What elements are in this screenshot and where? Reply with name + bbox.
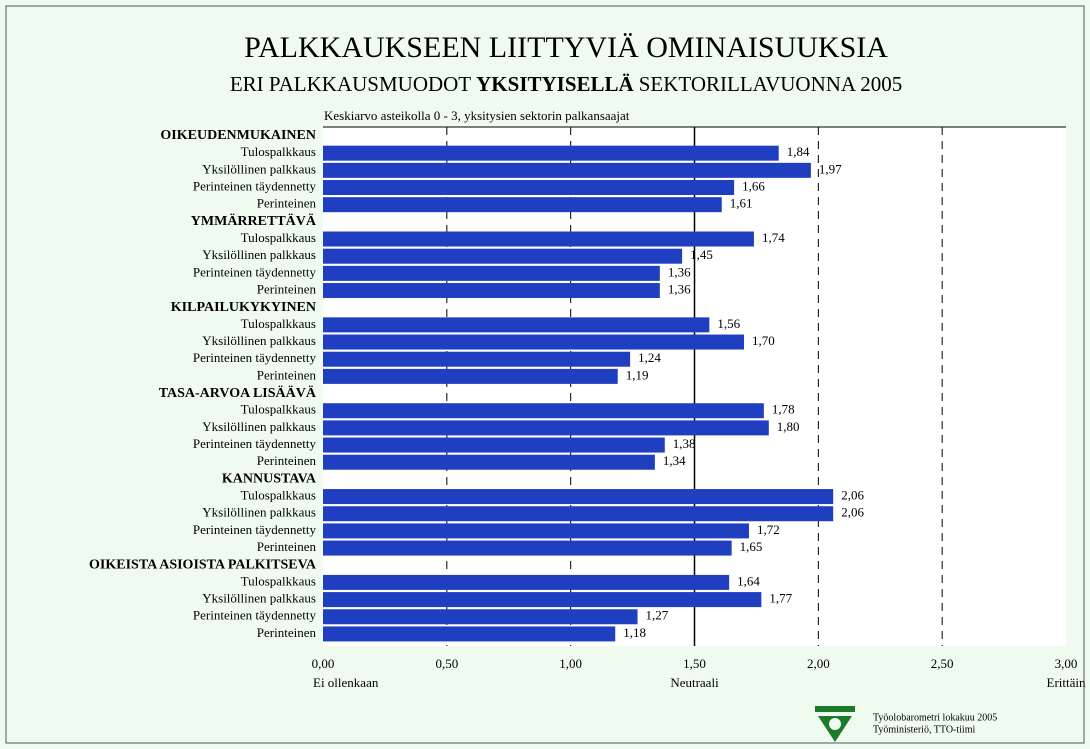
data-label: 1,72	[757, 522, 780, 537]
data-label: 1,97	[819, 161, 842, 176]
bar	[323, 334, 745, 350]
y-tick-label: Tulospalkkaus	[241, 488, 316, 503]
bar	[323, 523, 749, 539]
y-tick-label: Tulospalkkaus	[241, 573, 316, 588]
y-tick-label: Tulospalkkaus	[241, 144, 316, 159]
y-tick-label: Perinteinen täydennetty	[193, 608, 317, 623]
subtitle-part: YKSITYISELLÄ	[476, 72, 634, 96]
bar	[323, 506, 834, 522]
data-label: 1,18	[623, 625, 646, 640]
bar	[323, 540, 732, 556]
bar	[323, 248, 683, 264]
data-label: 1,24	[638, 350, 661, 365]
data-label: 2,06	[841, 505, 864, 520]
y-tick-label: Tulospalkkaus	[241, 316, 316, 331]
y-tick-label: Yksilöllinen palkkaus	[202, 419, 316, 434]
x-tick-label: 0,50	[435, 656, 458, 671]
bar	[323, 592, 762, 608]
group-label: OIKEISTA ASIOISTA PALKITSEVA	[89, 557, 317, 572]
y-tick-label: Perinteinen	[257, 453, 317, 468]
bar	[323, 317, 710, 333]
x-tick-label: 2,50	[931, 656, 954, 671]
source: Työministeriö, TTO-tiimi	[873, 724, 975, 735]
group-label: TASA-ARVOA LISÄÄVÄ	[159, 385, 317, 401]
x-tick-label: 1,00	[559, 656, 582, 671]
y-tick-label: Yksilöllinen palkkaus	[202, 333, 316, 348]
bar	[323, 231, 754, 247]
frame	[5, 5, 1085, 744]
bar	[323, 351, 631, 367]
bar	[323, 403, 764, 419]
bar	[323, 368, 618, 384]
group-label: KANNUSTAVA	[222, 472, 317, 487]
data-label: 1,36	[668, 282, 691, 297]
data-label: 1,36	[668, 264, 691, 279]
x-tick-label: 3,00	[1055, 656, 1078, 671]
x-tick-label: 0,00	[312, 656, 335, 671]
data-label: 1,77	[769, 591, 792, 606]
y-tick-label: Perinteinen	[257, 282, 317, 297]
data-label: 1,64	[737, 573, 760, 588]
y-tick-label: Perinteinen täydennetty	[193, 522, 317, 537]
bar	[323, 265, 660, 281]
bar	[323, 626, 616, 642]
axis-annotation: Neutraali	[670, 675, 719, 690]
bar	[323, 454, 655, 470]
bar	[323, 489, 834, 505]
y-tick-label: Tulospalkkaus	[241, 230, 316, 245]
subtitle-part: SEKTORILLAVUONNA 2005	[639, 72, 902, 96]
data-label: 1,27	[646, 608, 669, 623]
bar	[323, 609, 638, 625]
bar	[323, 437, 665, 453]
data-label: 1,65	[740, 539, 763, 554]
data-label: 1,84	[787, 144, 810, 159]
axis-annotation: Erittäin	[1047, 675, 1086, 690]
chart-title: PALKKAUKSEEN LIITTYVIÄ OMINAISUUKSIA	[244, 31, 888, 64]
x-tick-label: 2,00	[807, 656, 830, 671]
data-label: 1,66	[742, 178, 765, 193]
data-label: 1,61	[730, 196, 753, 211]
data-label: 1,19	[626, 367, 649, 382]
group-label: KILPAILUKYKYINEN	[171, 300, 316, 315]
x-tick-label: 1,50	[683, 656, 706, 671]
data-label: 1,45	[690, 247, 713, 262]
data-label: 1,78	[772, 402, 795, 417]
data-label: 2,06	[841, 488, 864, 503]
bar	[323, 197, 722, 213]
group-label: YMMÄRRETTÄVÄ	[191, 213, 317, 229]
source: Työolobarometri lokakuu 2005	[873, 712, 997, 723]
y-tick-label: Tulospalkkaus	[241, 402, 316, 417]
bar	[323, 145, 779, 161]
bar	[323, 180, 735, 196]
chart-subtitle: ERI PALKKAUSMUODOT YKSITYISELLÄ SEKTORILLA…	[230, 72, 902, 96]
y-tick-label: Perinteinen täydennetty	[193, 436, 317, 451]
bar	[323, 162, 811, 178]
subtitle-part: ERI PALKKAUSMUODOT	[230, 72, 471, 96]
y-tick-label: Perinteinen	[257, 625, 317, 640]
axis-annotation: Ei ollenkaan	[313, 675, 379, 690]
y-tick-label: Perinteinen	[257, 367, 317, 382]
data-label: 1,80	[777, 419, 800, 434]
bar	[323, 283, 660, 299]
y-tick-label: Perinteinen täydennetty	[193, 350, 317, 365]
bar	[323, 574, 730, 590]
data-label: 1,38	[673, 436, 696, 451]
data-label: 1,74	[762, 230, 785, 245]
y-tick-label: Perinteinen täydennetty	[193, 264, 317, 279]
y-tick-label: Yksilöllinen palkkaus	[202, 505, 316, 520]
bar	[323, 420, 769, 436]
data-label: 1,56	[717, 316, 740, 331]
y-tick-label: Perinteinen täydennetty	[193, 178, 317, 193]
y-tick-label: Perinteinen	[257, 196, 317, 211]
logo	[815, 706, 855, 742]
y-tick-label: Yksilöllinen palkkaus	[202, 161, 316, 176]
y-tick-label: Yksilöllinen palkkaus	[202, 591, 316, 606]
data-label: 1,34	[663, 453, 686, 468]
y-tick-label: Yksilöllinen palkkaus	[202, 247, 316, 262]
note: Keskiarvo asteikolla 0 - 3, yksitysien s…	[324, 108, 630, 123]
group-label: OIKEUDENMUKAINEN	[160, 128, 316, 143]
y-tick-label: Perinteinen	[257, 539, 317, 554]
data-label: 1,70	[752, 333, 775, 348]
